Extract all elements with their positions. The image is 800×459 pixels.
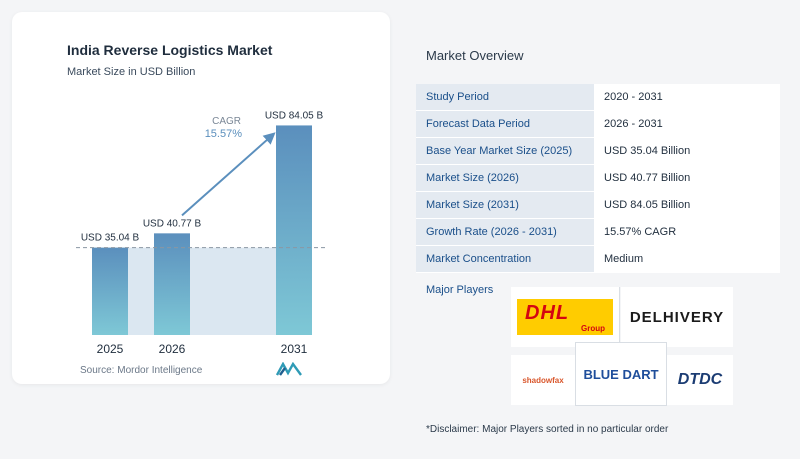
row-label: Base Year Market Size (2025) xyxy=(416,137,594,165)
row-value: USD 40.77 Billion xyxy=(594,164,780,192)
data-label-2026: USD 40.77 B xyxy=(143,218,202,229)
row-value: USD 84.05 Billion xyxy=(594,191,780,219)
delhivery-logo: DELHIVERY xyxy=(621,287,733,347)
mordor-logo-icon xyxy=(276,362,302,376)
row-label: Forecast Data Period xyxy=(416,110,594,138)
shadowfax-logo: shadowfax xyxy=(511,355,575,405)
row-label: Growth Rate (2026 - 2031) xyxy=(416,218,594,246)
chart-subtitle: Market Size in USD Billion xyxy=(67,66,196,78)
bluedart-logo: BLUE DART xyxy=(576,343,666,405)
chart-title: India Reverse Logistics Market xyxy=(67,42,273,58)
row-label: Study Period xyxy=(416,84,594,111)
overview-title: Market Overview xyxy=(426,48,524,63)
table-row: Market Concentration Medium xyxy=(416,245,780,273)
table-row: Market Size (2031) USD 84.05 Billion xyxy=(416,191,780,219)
shadowfax-logo-text: shadowfax xyxy=(522,375,564,385)
row-value: USD 35.04 Billion xyxy=(594,137,780,165)
row-value: 2020 - 2031 xyxy=(594,84,780,111)
row-value: 15.57% CAGR xyxy=(594,218,780,246)
bar-2025 xyxy=(92,247,128,335)
tick-label-2026: 2026 xyxy=(159,342,186,356)
tick-label-2031: 2031 xyxy=(281,342,308,356)
table-row: Base Year Market Size (2025) USD 35.04 Bi… xyxy=(416,137,780,165)
table-row: Growth Rate (2026 - 2031) 15.57% CAGR xyxy=(416,218,780,246)
dhl-logo: DHL Group xyxy=(511,287,619,347)
dtdc-logo: DTDC xyxy=(667,355,733,405)
cagr-value: 15.57% xyxy=(205,128,243,140)
row-label: Market Size (2031) xyxy=(416,191,594,219)
bar-2026 xyxy=(154,233,190,335)
overview-table: Study Period 2020 - 2031 Forecast Data Pe… xyxy=(416,84,780,273)
row-value: 2026 - 2031 xyxy=(594,110,780,138)
bar-2031 xyxy=(276,125,312,335)
disclaimer-note: *Disclaimer: Major Players sorted in no … xyxy=(426,424,669,435)
row-label: Market Concentration xyxy=(416,245,594,273)
data-label-2025: USD 35.04 B xyxy=(81,233,140,244)
logo-divider xyxy=(619,287,620,347)
table-row: Market Size (2026) USD 40.77 Billion xyxy=(416,164,780,192)
dhl-group-text: Group xyxy=(581,324,605,333)
table-row: Forecast Data Period 2026 - 2031 xyxy=(416,110,780,138)
major-players-title: Major Players xyxy=(426,284,494,296)
bar-chart: USD 35.04 B 2025 USD 40.77 B 2026 USD 84.05 … xyxy=(76,110,328,356)
dhl-logo-text: DHL xyxy=(525,302,570,324)
cagr-arrow xyxy=(181,132,276,217)
row-value: Medium xyxy=(594,245,780,273)
cagr-label: CAGR xyxy=(212,116,241,127)
tick-label-2025: 2025 xyxy=(97,342,124,356)
data-label-2031: USD 84.05 B xyxy=(265,110,324,121)
source-note: Source: Mordor Intelligence xyxy=(80,365,203,376)
row-label: Market Size (2026) xyxy=(416,164,594,192)
table-row: Study Period 2020 - 2031 xyxy=(416,84,780,111)
